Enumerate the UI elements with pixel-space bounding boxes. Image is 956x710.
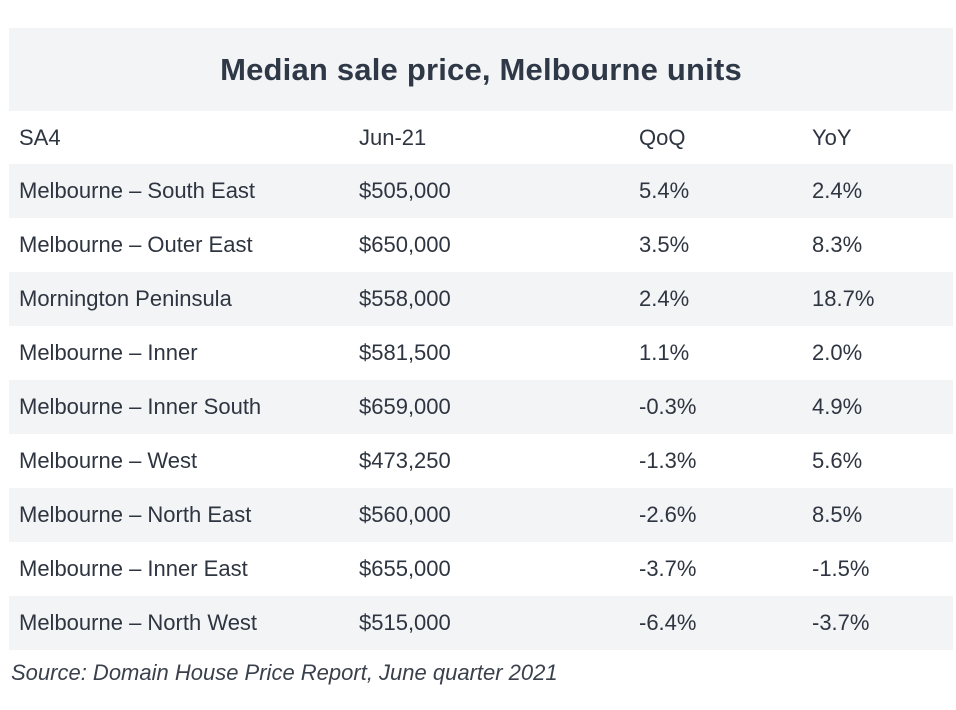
cell-price: $560,000 xyxy=(359,502,451,527)
source-note: Source: Domain House Price Report, June … xyxy=(11,660,558,685)
cell-price: $650,000 xyxy=(359,232,451,257)
cell-qoq: 5.4% xyxy=(639,178,690,203)
price-table: Median sale price, Melbourne units SA4 J… xyxy=(9,28,953,650)
cell-yoy: 5.6% xyxy=(812,448,863,473)
table-title: Median sale price, Melbourne units xyxy=(220,51,742,87)
table-row: Melbourne – Outer East $650,000 3.5% 8.3… xyxy=(9,218,953,272)
cell-yoy: 8.3% xyxy=(812,232,863,257)
cell-price: $659,000 xyxy=(359,394,451,419)
table-row: Mornington Peninsula $558,000 2.4% 18.7% xyxy=(9,272,953,326)
cell-yoy: 8.5% xyxy=(812,502,863,527)
cell-region: Melbourne – Outer East xyxy=(19,232,253,257)
table-row: Melbourne – North East $560,000 -2.6% 8.… xyxy=(9,488,953,542)
cell-yoy: 4.9% xyxy=(812,394,863,419)
cell-region: Melbourne – North West xyxy=(19,610,258,635)
cell-price: $581,500 xyxy=(359,340,451,365)
cell-price: $515,000 xyxy=(359,610,451,635)
table-row: Melbourne – Inner South $659,000 -0.3% 4… xyxy=(9,380,953,434)
cell-region: Melbourne – North East xyxy=(19,502,252,527)
cell-yoy: -1.5% xyxy=(812,556,870,581)
cell-region: Melbourne – Inner xyxy=(19,340,198,365)
cell-yoy: 18.7% xyxy=(812,286,875,311)
cell-price: $655,000 xyxy=(359,556,451,581)
table-title-bar: Median sale price, Melbourne units xyxy=(9,28,953,111)
cell-price: $473,250 xyxy=(359,448,451,473)
cell-qoq: -2.6% xyxy=(639,502,697,527)
table-row: Melbourne – North West $515,000 -6.4% -3… xyxy=(9,596,953,650)
cell-region: Melbourne – West xyxy=(19,448,198,473)
cell-yoy: -3.7% xyxy=(812,610,870,635)
table-header-row: SA4 Jun-21 QoQ YoY xyxy=(9,111,953,164)
cell-yoy: 2.0% xyxy=(812,340,863,365)
header-jun-21: Jun-21 xyxy=(359,124,427,150)
cell-qoq: 1.1% xyxy=(639,340,690,365)
cell-qoq: -6.4% xyxy=(639,610,697,635)
table-row: Melbourne – Inner East $655,000 -3.7% -1… xyxy=(9,542,953,596)
cell-region: Melbourne – South East xyxy=(19,178,256,203)
header-sa4: SA4 xyxy=(19,124,61,150)
cell-region: Melbourne – Inner East xyxy=(19,556,248,581)
cell-qoq: 3.5% xyxy=(639,232,690,257)
cell-price: $558,000 xyxy=(359,286,451,311)
table-row: Melbourne – South East $505,000 5.4% 2.4… xyxy=(9,164,953,218)
cell-yoy: 2.4% xyxy=(812,178,863,203)
cell-price: $505,000 xyxy=(359,178,451,203)
cell-qoq: -1.3% xyxy=(639,448,697,473)
header-yoy: YoY xyxy=(812,124,852,150)
cell-qoq: -0.3% xyxy=(639,394,697,419)
table-row: Melbourne – West $473,250 -1.3% 5.6% xyxy=(9,434,953,488)
cell-region: Melbourne – Inner South xyxy=(19,394,262,419)
cell-qoq: 2.4% xyxy=(639,286,690,311)
header-qoq: QoQ xyxy=(639,124,686,150)
cell-region: Mornington Peninsula xyxy=(19,286,232,311)
cell-qoq: -3.7% xyxy=(639,556,697,581)
table-row: Melbourne – Inner $581,500 1.1% 2.0% xyxy=(9,326,953,380)
